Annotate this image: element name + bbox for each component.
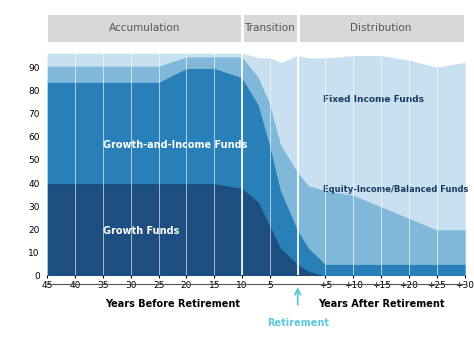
Text: Accumulation: Accumulation [109, 23, 181, 33]
Text: 100%: 100% [47, 36, 73, 45]
Text: Years After Retirement: Years After Retirement [318, 299, 444, 310]
Text: Growth Funds: Growth Funds [103, 226, 179, 236]
Bar [47, 14, 242, 43]
Text: Distribution: Distribution [350, 23, 412, 33]
Text: Fixed Income Funds: Fixed Income Funds [323, 95, 424, 104]
Bar [298, 14, 465, 43]
Text: Retirement: Retirement [267, 318, 328, 329]
Text: Transition: Transition [245, 23, 295, 33]
Text: Equity-Income/Balanced Funds: Equity-Income/Balanced Funds [323, 185, 468, 194]
Bar [242, 14, 298, 43]
Text: Growth-and-Income Funds: Growth-and-Income Funds [103, 140, 247, 150]
Text: Years Before Retirement: Years Before Retirement [105, 299, 240, 310]
